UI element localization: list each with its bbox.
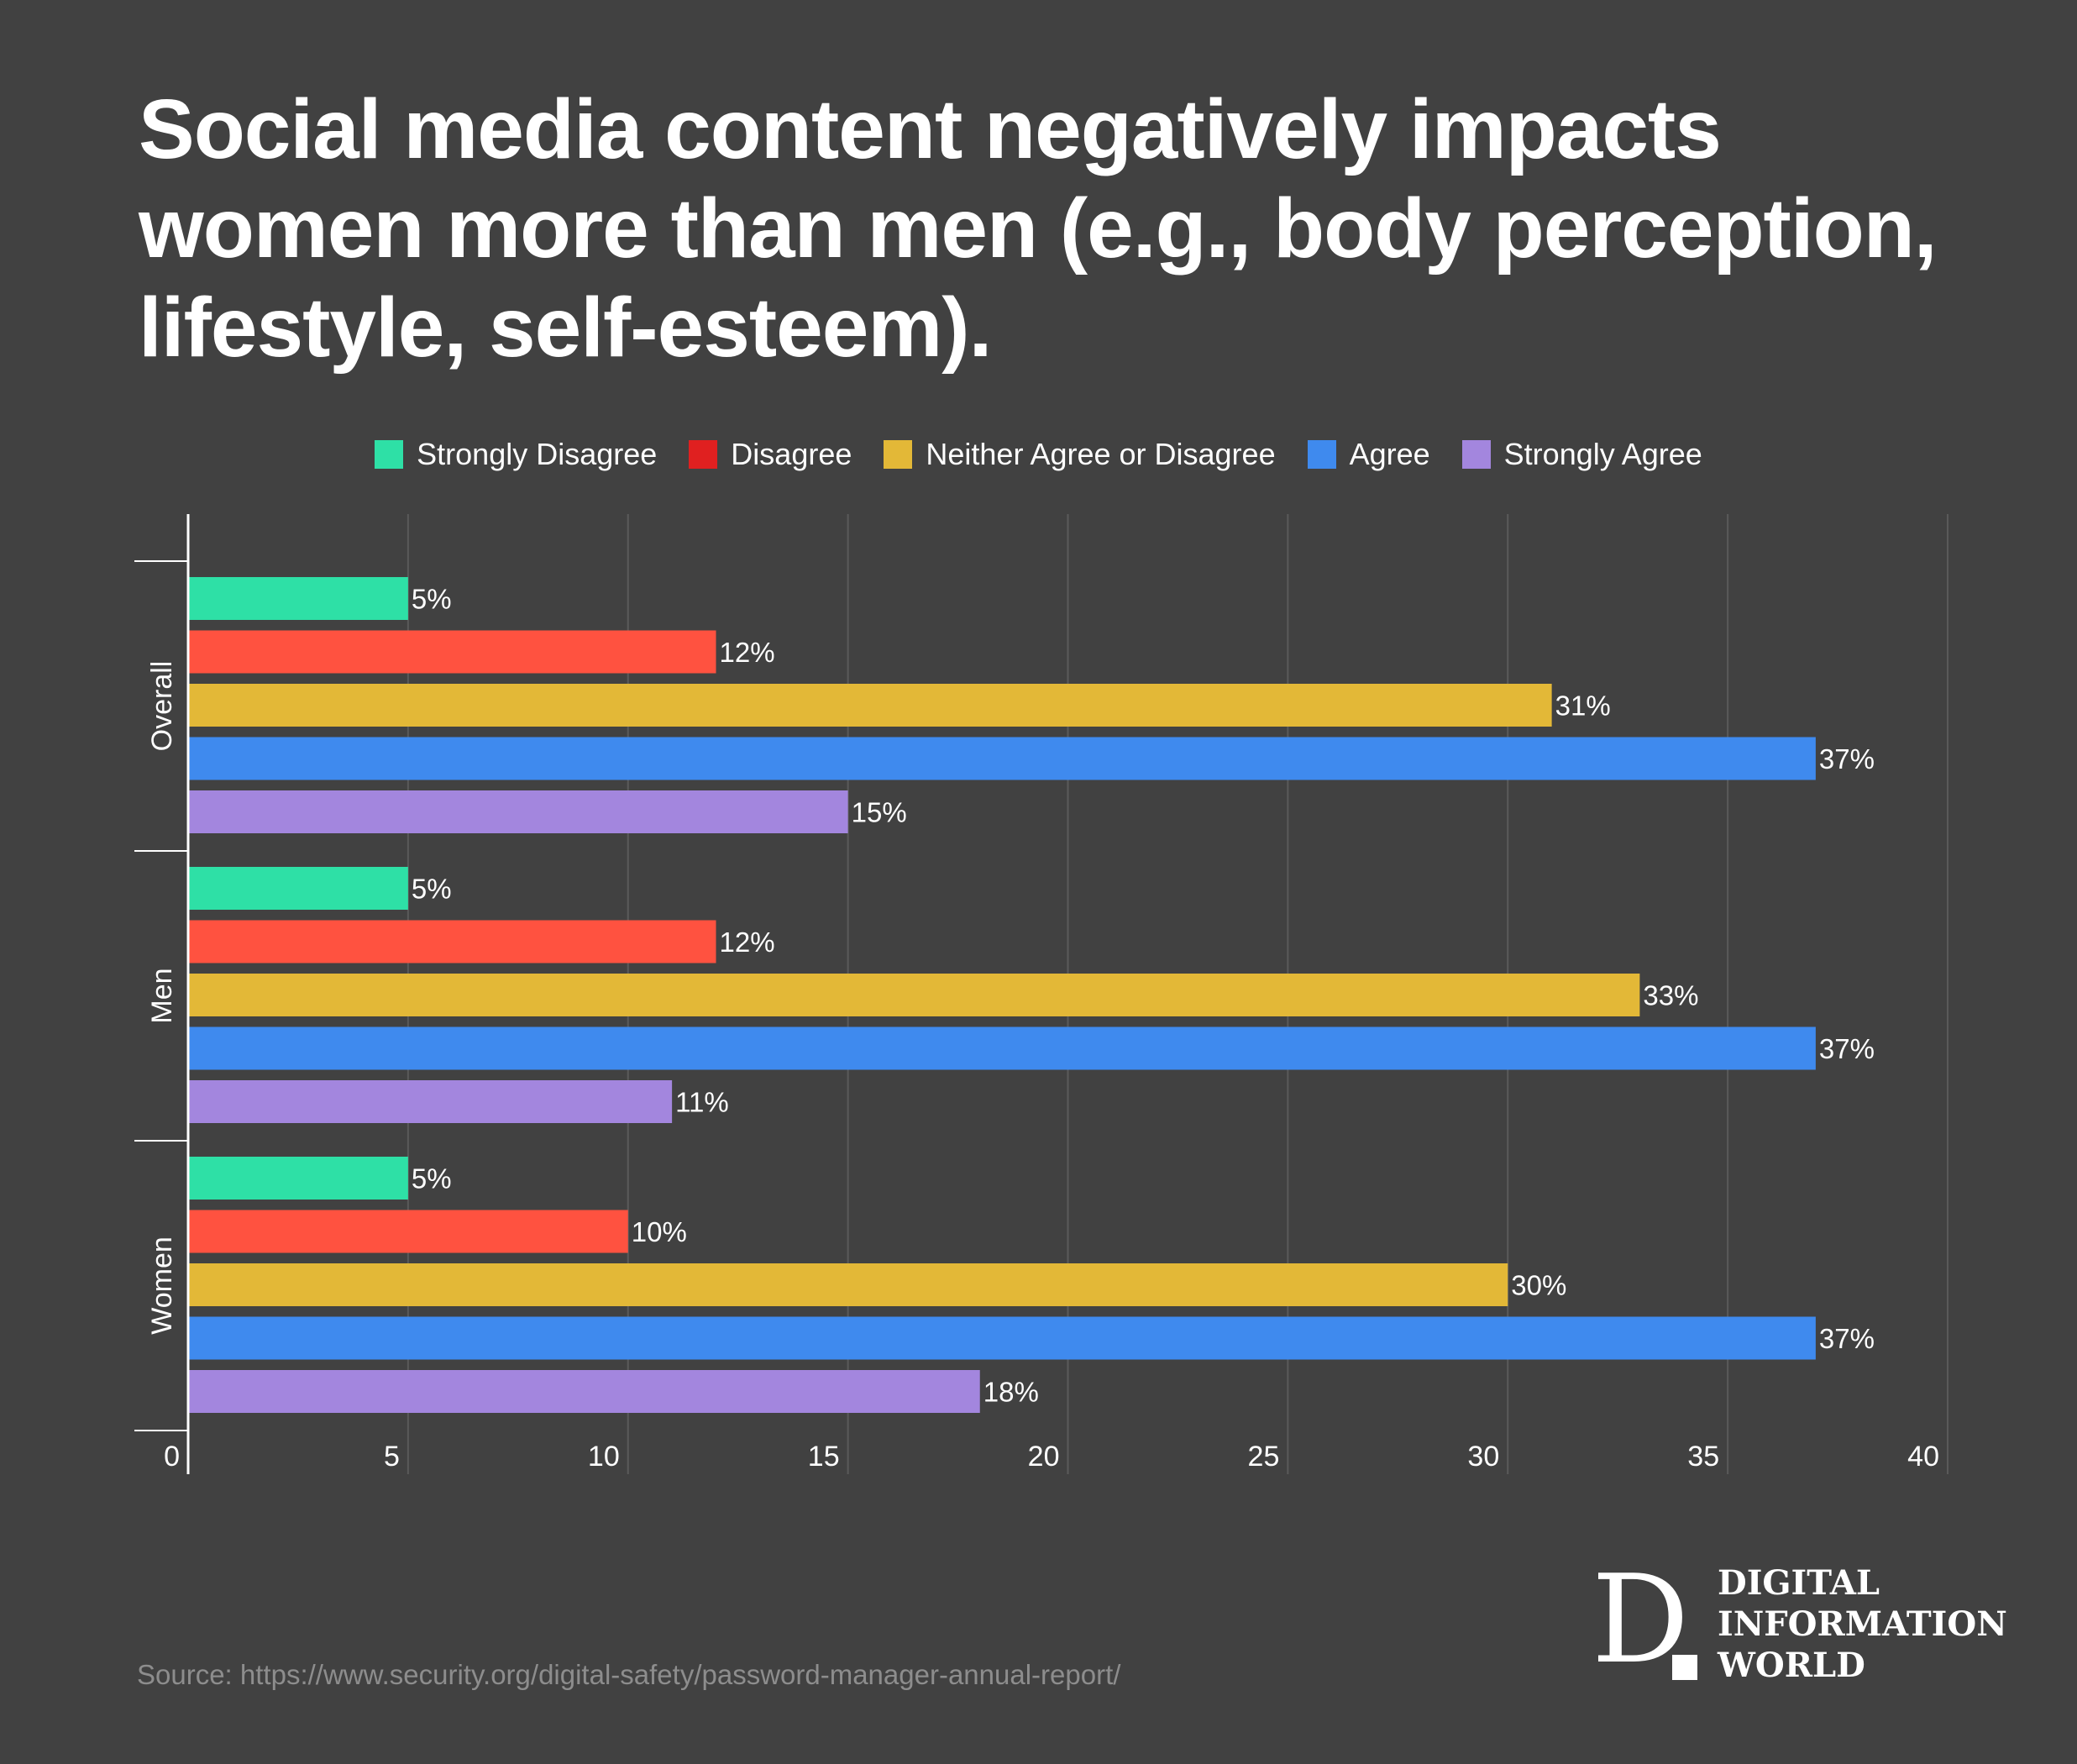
x-tick-label: 25 <box>1248 1441 1280 1473</box>
bar <box>188 1080 673 1123</box>
bar-value-label: 37% <box>1819 1323 1875 1354</box>
x-tick-label: 0 <box>164 1441 180 1473</box>
legend-label-disagree: Disagree <box>731 437 852 471</box>
brand-name-line3: WORLD <box>1718 1646 1865 1685</box>
legend-label-neither: Neither Agree or Disagree <box>926 437 1276 471</box>
legend-swatch-strongly-disagree <box>375 440 404 469</box>
bar <box>188 1026 1816 1070</box>
category-label: Men <box>146 968 178 1023</box>
category-label: Overall <box>146 661 178 752</box>
bar-value-label: 5% <box>412 584 452 615</box>
bar <box>188 737 1816 780</box>
bar-value-label: 37% <box>1819 743 1875 774</box>
legend-label-strongly-agree: Strongly Agree <box>1503 437 1702 471</box>
bar-value-label: 31% <box>1555 690 1611 722</box>
x-tick-label: 30 <box>1467 1441 1499 1473</box>
legend-item-agree: Agree <box>1307 437 1430 472</box>
bar-value-label: 12% <box>720 927 775 958</box>
category-label: Women <box>146 1236 178 1335</box>
bar <box>188 974 1640 1016</box>
bar-value-label: 15% <box>852 797 907 828</box>
x-tick-label: 35 <box>1687 1441 1719 1473</box>
chart-title: Social media content negatively impacts … <box>139 82 1938 375</box>
x-tick-label: 20 <box>1028 1441 1060 1473</box>
x-tick-label: 5 <box>384 1441 400 1473</box>
legend-swatch-agree <box>1307 440 1336 469</box>
bar-value-label: 11% <box>675 1087 729 1118</box>
bar-value-label: 33% <box>1643 980 1698 1011</box>
bar <box>188 920 716 963</box>
bar <box>188 1370 980 1413</box>
bar <box>188 1263 1508 1306</box>
x-tick-label: 10 <box>588 1441 620 1473</box>
bar <box>188 790 848 833</box>
x-tick-label: 40 <box>1907 1441 1939 1473</box>
legend: Strongly Disagree Disagree Neither Agree… <box>0 437 2077 472</box>
brand-logo: D DIGITAL INFORMATION WORLD <box>1592 1557 2007 1697</box>
brand-logo-square <box>1672 1655 1697 1680</box>
legend-label-strongly-disagree: Strongly Disagree <box>417 437 658 471</box>
brand-name-line2: INFORMATION <box>1718 1604 2007 1644</box>
bar <box>188 630 716 674</box>
bar-value-label: 10% <box>632 1216 687 1247</box>
legend-swatch-disagree <box>689 440 718 469</box>
legend-label-agree: Agree <box>1349 437 1430 471</box>
legend-item-strongly-disagree: Strongly Disagree <box>375 437 657 472</box>
source-note: Source: https://www.security.org/digital… <box>137 1659 1121 1690</box>
legend-swatch-neither <box>884 440 913 469</box>
brand-name-line1: DIGITAL <box>1718 1563 1880 1603</box>
bar <box>188 867 408 910</box>
bar-value-label: 12% <box>720 637 775 668</box>
legend-swatch-strongly-agree <box>1461 440 1491 469</box>
bar <box>188 1316 1816 1360</box>
legend-item-neither: Neither Agree or Disagree <box>884 437 1276 472</box>
bar-value-label: 5% <box>412 874 452 905</box>
bar-value-label: 5% <box>412 1163 452 1194</box>
bar-value-label: 30% <box>1511 1270 1566 1301</box>
bar <box>188 577 408 620</box>
bar <box>188 1157 408 1200</box>
bar <box>188 684 1552 727</box>
bar-value-label: 37% <box>1819 1033 1875 1064</box>
x-tick-label: 15 <box>808 1441 840 1473</box>
bar <box>188 1210 628 1253</box>
brand-name: DIGITAL INFORMATION WORLD <box>1718 1562 2007 1686</box>
legend-item-disagree: Disagree <box>689 437 852 472</box>
legend-item-strongly-agree: Strongly Agree <box>1461 437 1702 472</box>
bar-value-label: 18% <box>983 1377 1039 1408</box>
